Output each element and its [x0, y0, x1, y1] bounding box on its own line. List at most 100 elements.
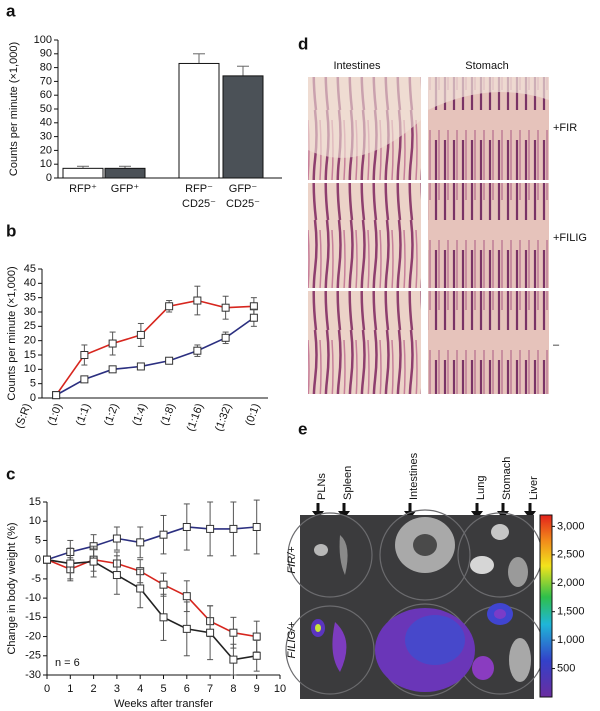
- y-tick-label: -5: [31, 573, 41, 585]
- y-tick-label: 20: [24, 335, 36, 347]
- marker: [252, 651, 261, 660]
- x-tick-label: 0: [44, 683, 50, 695]
- y-tick-label: 15: [24, 349, 36, 361]
- marker: [249, 313, 258, 322]
- x-tick-label: (1:1): [74, 402, 93, 427]
- marker: [252, 632, 261, 641]
- series-line: [46, 558, 257, 661]
- colorbar-tick-label: 3,000: [557, 520, 585, 532]
- organ-label: Spleen: [342, 466, 354, 500]
- y-tick-label: -25: [25, 650, 41, 662]
- row-label: +FIR: [553, 122, 577, 134]
- marker: [136, 362, 145, 371]
- y-tick-label: 60: [40, 89, 52, 101]
- y-tick-label: 50: [40, 103, 52, 115]
- colorbar-tick-label: 1,500: [557, 606, 585, 618]
- x-tick-label: (1:2): [102, 402, 121, 427]
- y-tick-label: 70: [40, 75, 52, 87]
- organ-label: Lung: [475, 476, 487, 500]
- marker: [136, 330, 145, 339]
- y-tick-label: 0: [35, 554, 41, 566]
- marker: [193, 296, 202, 305]
- y-tick-label: 40: [24, 277, 36, 289]
- y-tick-label: 10: [40, 158, 52, 170]
- panel-letter: c: [6, 464, 15, 483]
- marker: [206, 524, 215, 533]
- marker: [221, 303, 230, 312]
- colorbar: [539, 514, 553, 698]
- x-tick-label: 9: [254, 683, 260, 695]
- x-axis-label: Weeks after transfer: [114, 698, 213, 710]
- marker: [80, 351, 89, 359]
- marker: [80, 375, 89, 384]
- marker: [182, 522, 191, 531]
- x-tick-label: CD25⁻: [182, 198, 216, 210]
- y-axis-label: Counts per minute (×1,000): [6, 266, 18, 400]
- y-tick-label: 20: [40, 144, 52, 156]
- annotation: n = 6: [55, 657, 80, 669]
- y-tick-label: -30: [25, 669, 41, 681]
- x-tick-label: (1:8): [159, 402, 178, 427]
- marker: [52, 391, 61, 400]
- y-tick-label: 80: [40, 62, 52, 74]
- marker: [182, 624, 191, 633]
- y-tick-label: 0: [46, 172, 52, 184]
- y-tick-label: 30: [24, 306, 36, 318]
- x-tick-label: 5: [160, 683, 166, 695]
- organ-label: Stomach: [501, 457, 513, 500]
- marker: [159, 580, 168, 589]
- y-tick-label: -10: [25, 592, 41, 604]
- marker: [66, 559, 75, 568]
- y-tick-label: 10: [24, 363, 36, 375]
- x-tick-label: (1:4): [130, 402, 149, 427]
- marker: [108, 365, 117, 374]
- panel-letter: e: [298, 419, 307, 438]
- x-tick-label: (1:0): [46, 402, 65, 427]
- x-tick-label: RFP⁺: [69, 183, 97, 195]
- x-tick-label: 2: [91, 683, 97, 695]
- organ-label: Intestines: [408, 452, 420, 500]
- y-tick-label: -15: [25, 611, 41, 623]
- marker: [221, 333, 230, 342]
- marker: [159, 530, 168, 539]
- panel-letter: b: [6, 221, 16, 240]
- marker: [108, 339, 117, 348]
- bar: [178, 62, 220, 179]
- marker: [89, 557, 98, 566]
- panel-letter: a: [6, 1, 16, 20]
- marker: [165, 302, 174, 311]
- y-axis-label: Change in body weight (%): [6, 522, 18, 654]
- series-line: [46, 526, 257, 561]
- x-tick-label: 8: [230, 683, 236, 695]
- x-tick-label: 6: [184, 683, 190, 695]
- row-label: –: [553, 339, 560, 351]
- x-tick-label: CD25⁻: [226, 198, 260, 210]
- marker: [159, 613, 168, 622]
- y-tick-label: 90: [40, 48, 52, 60]
- imaging-photo: [285, 509, 545, 699]
- y-tick-label: 35: [24, 292, 36, 304]
- y-tick-label: 5: [30, 378, 36, 390]
- y-tick-label: 100: [34, 34, 52, 46]
- histology-images: [308, 77, 549, 394]
- marker: [193, 346, 202, 355]
- colorbar-tick-label: 2,500: [557, 549, 585, 561]
- x-tick-label: 4: [137, 683, 143, 695]
- x-axis-label: (S:R): [13, 402, 33, 430]
- y-tick-label: -20: [25, 630, 41, 642]
- series-line: [46, 558, 257, 638]
- x-tick-label: 10: [274, 683, 286, 695]
- y-tick-label: 0: [30, 392, 36, 404]
- marker: [43, 555, 51, 564]
- marker: [229, 524, 238, 533]
- marker: [136, 584, 145, 593]
- colorbar-tick-label: 500: [557, 662, 575, 674]
- x-tick-label: 1: [67, 683, 73, 695]
- y-tick-label: 5: [35, 534, 41, 546]
- row-label: FILIG/+: [286, 621, 298, 659]
- marker: [136, 538, 145, 547]
- marker: [229, 628, 238, 637]
- x-tick-label: GFP⁻: [229, 183, 258, 195]
